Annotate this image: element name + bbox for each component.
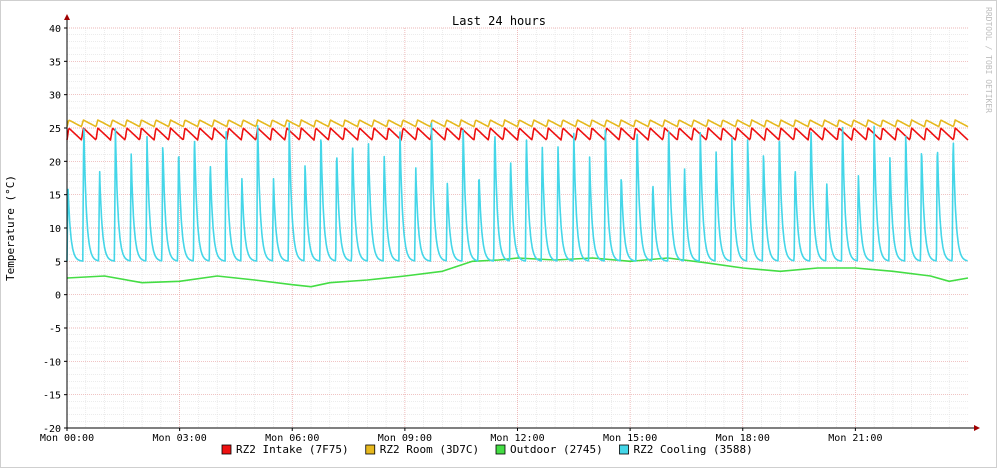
y-tick-label: -15 (43, 391, 61, 402)
series-line-0 (66, 127, 969, 141)
chart-title: Last 24 hours (452, 14, 546, 28)
grid (66, 27, 968, 429)
x-tick-label: Mon 09:00 (378, 433, 432, 444)
y-tick-label: 5 (55, 257, 61, 268)
x-tick-label: Mon 21:00 (828, 433, 882, 444)
x-tick-label: Mon 12:00 (490, 433, 544, 444)
series-line-3 (66, 122, 969, 262)
y-axis-arrow (64, 14, 70, 20)
x-tick-label: Mon 15:00 (603, 433, 657, 444)
y-axis-label: Temperature (°C) (4, 175, 17, 281)
x-axis-arrow (974, 425, 980, 431)
y-tick-label: 15 (49, 191, 61, 202)
y-tick-label: 20 (49, 157, 61, 168)
legend-label-2: Outdoor (2745) (510, 443, 603, 456)
legend-label-3: RZ2 Cooling (3588) (634, 443, 753, 456)
y-tick-label: -20 (43, 424, 61, 435)
watermark: RRDTOOL / TOBI OETIKER (984, 7, 993, 113)
x-tick-label: Mon 18:00 (716, 433, 770, 444)
legend-label-1: RZ2 Room (3D7C) (380, 443, 479, 456)
x-tick-label: Mon 03:00 (153, 433, 207, 444)
legend-swatch-0 (221, 444, 232, 455)
legend-swatch-1 (365, 444, 376, 455)
y-tick-label: 0 (55, 291, 61, 302)
series-layer (66, 119, 969, 288)
axes (64, 14, 980, 431)
series-line-1 (66, 119, 969, 128)
y-tick-label: -10 (43, 357, 61, 368)
x-tick-label: Mon 06:00 (265, 433, 319, 444)
legend-swatch-2 (495, 444, 506, 455)
y-tick-label: -5 (49, 324, 61, 335)
y-tick-label: 30 (49, 91, 61, 102)
x-tick-labels: Mon 00:00 Mon 03:00 Mon 06:00 Mon 09:00 Mon … (40, 433, 883, 444)
series-line-2 (66, 257, 969, 288)
y-tick-label: 25 (49, 124, 61, 135)
y-tick-label: 40 (49, 24, 61, 35)
x-tick-label: Mon 00:00 (40, 433, 94, 444)
legend-swatch-3 (619, 444, 629, 455)
legend-label-0: RZ2 Intake (7F75) (236, 443, 349, 456)
y-tick-labels: 40 35 30 25 20 15 10 5 0 -5 -10 -15 -20 (43, 24, 61, 435)
legend: RZ2 Intake (7F75) RZ2 Room (3D7C) Outdoor … (221, 443, 753, 456)
y-tick-label: 10 (49, 224, 61, 235)
y-tick-label: 35 (49, 57, 61, 68)
